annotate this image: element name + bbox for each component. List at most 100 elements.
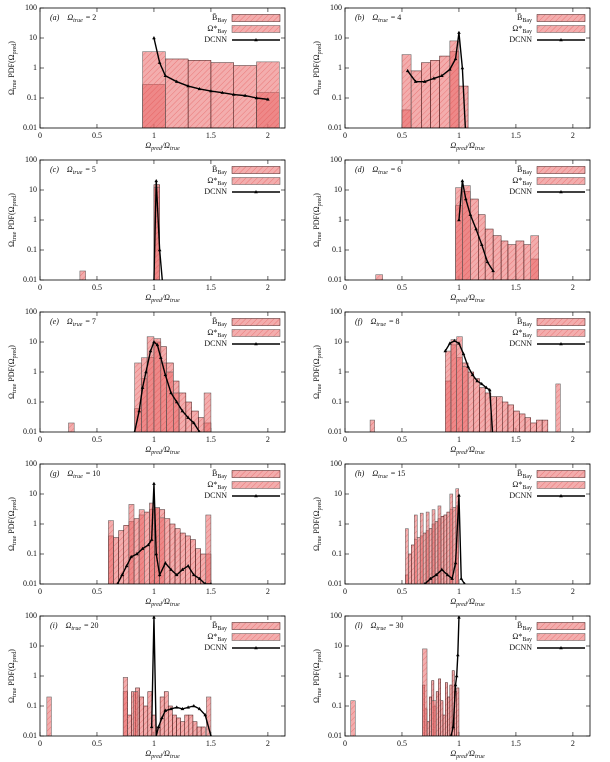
histogram-bar bbox=[462, 366, 469, 432]
y-axis-label-part: Ω bbox=[312, 241, 321, 247]
y-axis-label-part: Ω bbox=[7, 241, 16, 247]
y-axis-label-part: ) bbox=[7, 497, 16, 500]
y-axis-label-part: ) bbox=[7, 345, 16, 348]
histogram-bar bbox=[165, 58, 189, 128]
histogram-bar bbox=[375, 274, 383, 280]
histogram-bar bbox=[176, 717, 181, 736]
y-axis-label-part: PDF(Ω bbox=[312, 510, 321, 535]
plot-area bbox=[108, 481, 213, 584]
legend-marker bbox=[559, 38, 563, 42]
y-tick-label: 0.01 bbox=[328, 275, 342, 284]
x-axis-label-part: Ω bbox=[450, 749, 456, 758]
legend-label: Ω*Bay bbox=[512, 176, 532, 188]
point-marker bbox=[457, 218, 461, 222]
histogram-bar bbox=[206, 696, 212, 736]
point-marker bbox=[157, 248, 162, 252]
panel-title: (l) Ωtrue = 30 bbox=[355, 621, 404, 633]
point-marker bbox=[456, 653, 460, 657]
legend-swatch bbox=[536, 622, 586, 630]
point-marker bbox=[154, 178, 159, 183]
legend-marker bbox=[254, 342, 258, 346]
histogram-bar bbox=[450, 339, 457, 432]
legend-label-part: DCNN bbox=[204, 35, 227, 44]
y-axis-label: Ωtrue PDF(Ωpred) bbox=[7, 649, 19, 703]
title-part: Ω bbox=[371, 317, 377, 326]
y-axis-label-part: PDF(Ω bbox=[312, 206, 321, 231]
point-marker bbox=[174, 400, 179, 404]
legend-label: Ω*Bay bbox=[512, 632, 532, 644]
x-axis-label-part: true bbox=[170, 602, 180, 608]
x-tick-label: 2 bbox=[266, 739, 270, 748]
x-axis-label-part: pred bbox=[455, 146, 468, 152]
point-marker bbox=[231, 92, 236, 96]
legend-label-part: Bay bbox=[217, 485, 227, 491]
histogram-bar bbox=[446, 511, 451, 584]
histogram-bar bbox=[429, 696, 432, 736]
y-tick-label: 100 bbox=[25, 155, 37, 164]
histogram-bar bbox=[200, 726, 206, 736]
title-part: = 30 bbox=[389, 621, 404, 630]
point-marker bbox=[448, 341, 452, 345]
legend-label-part: B̄ bbox=[517, 621, 522, 630]
panel-label: (i) bbox=[50, 621, 58, 630]
plot-frame bbox=[39, 311, 286, 433]
y-tick-label: 0.01 bbox=[23, 275, 37, 284]
legend-label-part: Bay bbox=[217, 474, 227, 480]
y-tick-label: 10 bbox=[29, 337, 37, 346]
y-axis-label-part: ) bbox=[312, 193, 321, 196]
legend-label: DCNN bbox=[204, 339, 227, 348]
histogram-bar bbox=[530, 235, 539, 280]
legend-label: B̄Bay bbox=[212, 621, 227, 633]
y-tick-label: 1 bbox=[33, 215, 37, 224]
x-axis-label: Ωpred/Ωtrue bbox=[450, 597, 485, 609]
legend-label-part: DCNN bbox=[204, 339, 227, 348]
histogram-bar bbox=[515, 240, 525, 280]
x-tick-label: 0 bbox=[38, 131, 42, 140]
x-tick-label: 0 bbox=[343, 587, 347, 596]
legend-marker bbox=[559, 646, 563, 650]
point-marker bbox=[428, 576, 433, 580]
y-axis-label-part: ) bbox=[7, 41, 16, 44]
x-axis-label-part: pred bbox=[455, 298, 468, 304]
point-marker bbox=[160, 715, 164, 720]
plot-area bbox=[68, 336, 212, 432]
point-marker bbox=[491, 268, 495, 273]
plot-frame bbox=[39, 463, 286, 585]
y-tick-label: 1 bbox=[338, 367, 342, 376]
histogram-bar bbox=[203, 392, 212, 432]
y-axis-label-part: pred bbox=[12, 652, 18, 663]
x-axis-label-part: pred bbox=[455, 754, 468, 760]
legend-swatch bbox=[231, 166, 281, 174]
y-axis-label-part: pred bbox=[317, 196, 323, 207]
histogram-bar bbox=[180, 721, 185, 736]
histogram-bar bbox=[149, 502, 155, 584]
histogram-bar bbox=[440, 516, 445, 584]
y-axis-label-part: true bbox=[317, 383, 323, 393]
panel-title: (d) Ωtrue = 6 bbox=[355, 165, 401, 177]
histogram-bar bbox=[142, 51, 166, 128]
legend-label-part: Ω* bbox=[207, 24, 217, 33]
histogram-bar bbox=[449, 684, 453, 736]
histogram-bar bbox=[445, 682, 448, 736]
x-tick-label: 1.5 bbox=[206, 131, 216, 140]
point-marker bbox=[204, 582, 207, 584]
histogram-bar bbox=[478, 214, 486, 280]
y-axis-label-part: PDF(Ω bbox=[7, 662, 16, 687]
point-marker bbox=[475, 379, 479, 383]
legend-label-part: Bay bbox=[217, 637, 227, 643]
legend-label-part: B̄ bbox=[517, 317, 522, 326]
y-tick-label: 1 bbox=[33, 519, 37, 528]
histogram-bar bbox=[523, 244, 531, 280]
point-marker bbox=[169, 706, 173, 711]
y-tick-label: 0.1 bbox=[27, 701, 37, 710]
histogram-bar bbox=[79, 270, 86, 280]
histogram-bar bbox=[184, 714, 190, 736]
y-tick-label: 0.1 bbox=[332, 397, 342, 406]
y-axis-label-part: pred bbox=[317, 348, 323, 359]
legend-label-part: Bay bbox=[217, 170, 227, 176]
legend-label-part: DCNN bbox=[509, 187, 532, 196]
y-axis-label-part: true bbox=[12, 535, 18, 545]
y-tick-label: 10 bbox=[334, 33, 342, 42]
title-part: = 4 bbox=[391, 13, 402, 22]
